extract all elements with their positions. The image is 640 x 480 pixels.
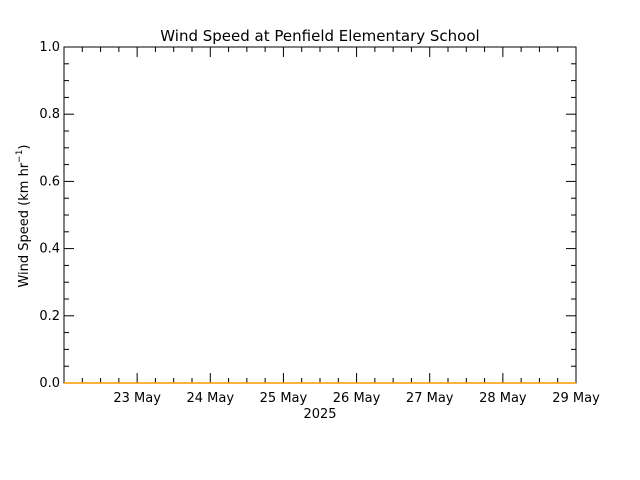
- x-tick-label: 23 May: [113, 391, 161, 406]
- y-axis-label: Wind Speed (km hr−1): [15, 144, 32, 287]
- plot-area: 0.0 0.2 0.4 0.6 0.8 1.0 23 May 24 May 25 May 26 M…: [39, 40, 600, 406]
- x-axis-label: 2025: [303, 407, 336, 422]
- y-tick-label: 0.6: [39, 174, 60, 189]
- x-tick-label: 27 May: [406, 391, 454, 406]
- y-tick-label: 0.8: [39, 107, 60, 122]
- y-axis-label-close: ): [17, 144, 32, 149]
- chart-title: Wind Speed at Penfield Elementary School: [160, 27, 479, 45]
- x-tick-label: 29 May: [552, 391, 600, 406]
- y-tick-label: 0.2: [39, 309, 60, 324]
- x-tick-label: 28 May: [479, 391, 527, 406]
- y-tick-label: 0.0: [39, 376, 60, 391]
- x-tick-label: 24 May: [187, 391, 235, 406]
- y-tick-label: 1.0: [39, 40, 60, 55]
- x-tick-label: 25 May: [260, 391, 308, 406]
- x-tick-label: 26 May: [333, 391, 381, 406]
- y-tick-label: 0.4: [39, 242, 60, 257]
- svg-text:Wind Speed (km hr−1): Wind Speed (km hr−1): [15, 144, 32, 287]
- y-axis-label-text: Wind Speed (km hr: [17, 162, 32, 287]
- plot-frame: [63, 46, 577, 384]
- y-axis-label-superscript: −1: [15, 150, 25, 163]
